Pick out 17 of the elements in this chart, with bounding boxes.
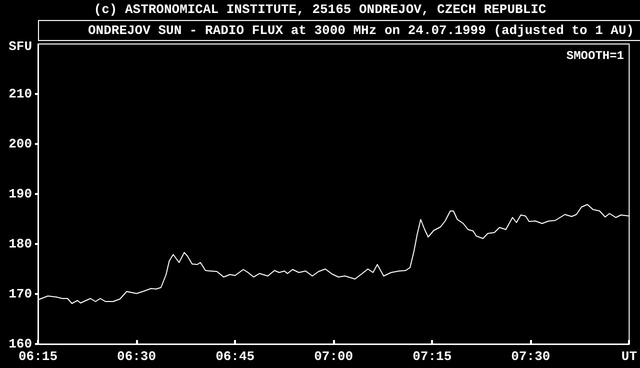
- x-tick-label: 07:00: [314, 349, 354, 364]
- chart-title: ONDREJOV SUN - RADIO FLUX at 3000 MHz on 24.07.1999 (adjusted to 1 AU): [88, 23, 634, 38]
- y-tick-label: 180: [8, 236, 32, 252]
- text: (c) ASTRONOMICAL INSTITUTE, 25165 ONDREJOV, CZECH REPUBLIC: [94, 2, 546, 17]
- y-tick-label: 210: [8, 86, 32, 102]
- x-tick-label: 07:30: [511, 349, 550, 364]
- y-tick-label: 200: [8, 136, 32, 152]
- y-tick-label: 160: [8, 336, 32, 352]
- x-tick-label: 06:30: [117, 349, 156, 364]
- y-axis-title: SFU: [8, 39, 32, 54]
- annotation: SMOOTH=1: [566, 49, 624, 63]
- y-tick-label: 190: [8, 186, 32, 202]
- x-tick-label: 06:45: [216, 349, 255, 364]
- x-tick-label: UT: [621, 349, 638, 364]
- x-tick-label: 06:15: [18, 349, 58, 364]
- x-tick-label: 07:15: [412, 349, 452, 364]
- y-tick-label: 170: [8, 286, 32, 302]
